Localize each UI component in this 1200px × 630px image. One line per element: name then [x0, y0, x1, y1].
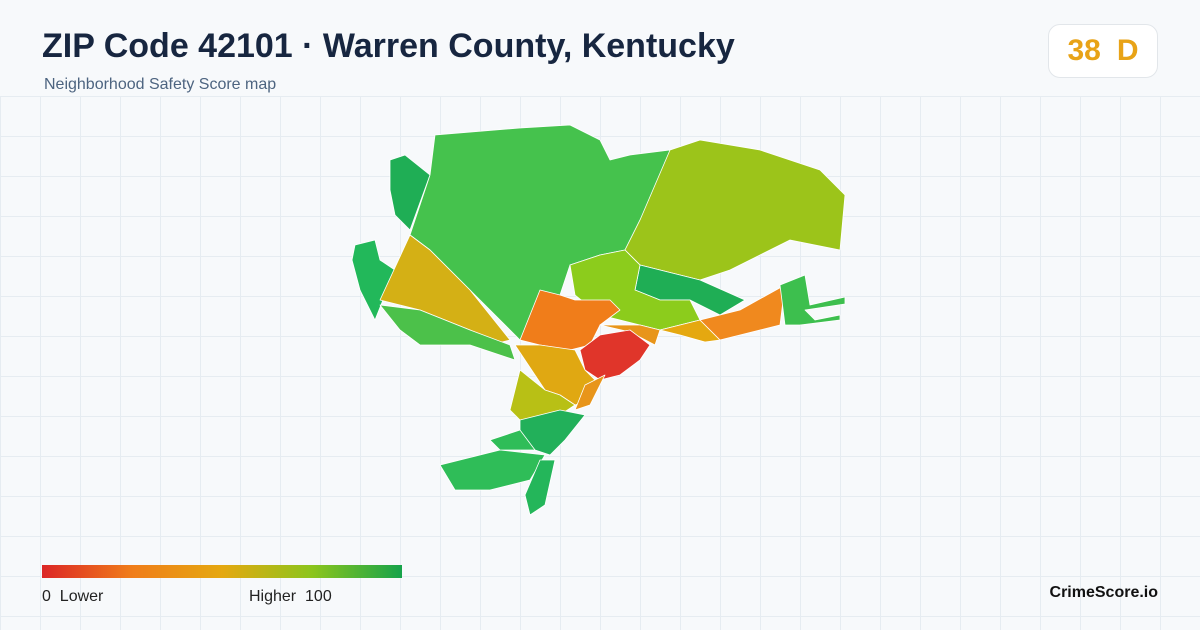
legend-max-label: Higher — [249, 588, 297, 605]
score: 38 — [1067, 34, 1101, 67]
legend-low: 0 Lower — [42, 588, 103, 606]
score-badge: 38 D — [1048, 24, 1158, 78]
region — [389, 154, 431, 231]
legend-min-label: Lower — [59, 588, 104, 605]
legend-high: Higher 100 — [249, 588, 332, 606]
brand: CrimeScore.io — [1049, 584, 1158, 601]
grade: D — [1116, 34, 1139, 67]
region — [489, 429, 536, 451]
title: ZIP Code 42101 · Warren County, Kentucky — [42, 27, 735, 65]
region — [524, 459, 556, 516]
region — [699, 284, 786, 341]
region — [779, 274, 846, 326]
legend-max: 100 — [305, 588, 332, 605]
region — [439, 449, 546, 491]
region — [579, 329, 651, 381]
legend-gradient — [42, 565, 402, 578]
region — [574, 374, 606, 411]
region — [509, 369, 576, 421]
region — [379, 304, 516, 361]
legend-min: 0 — [42, 588, 51, 605]
subtitle: Neighborhood Safety Score map — [44, 76, 277, 93]
